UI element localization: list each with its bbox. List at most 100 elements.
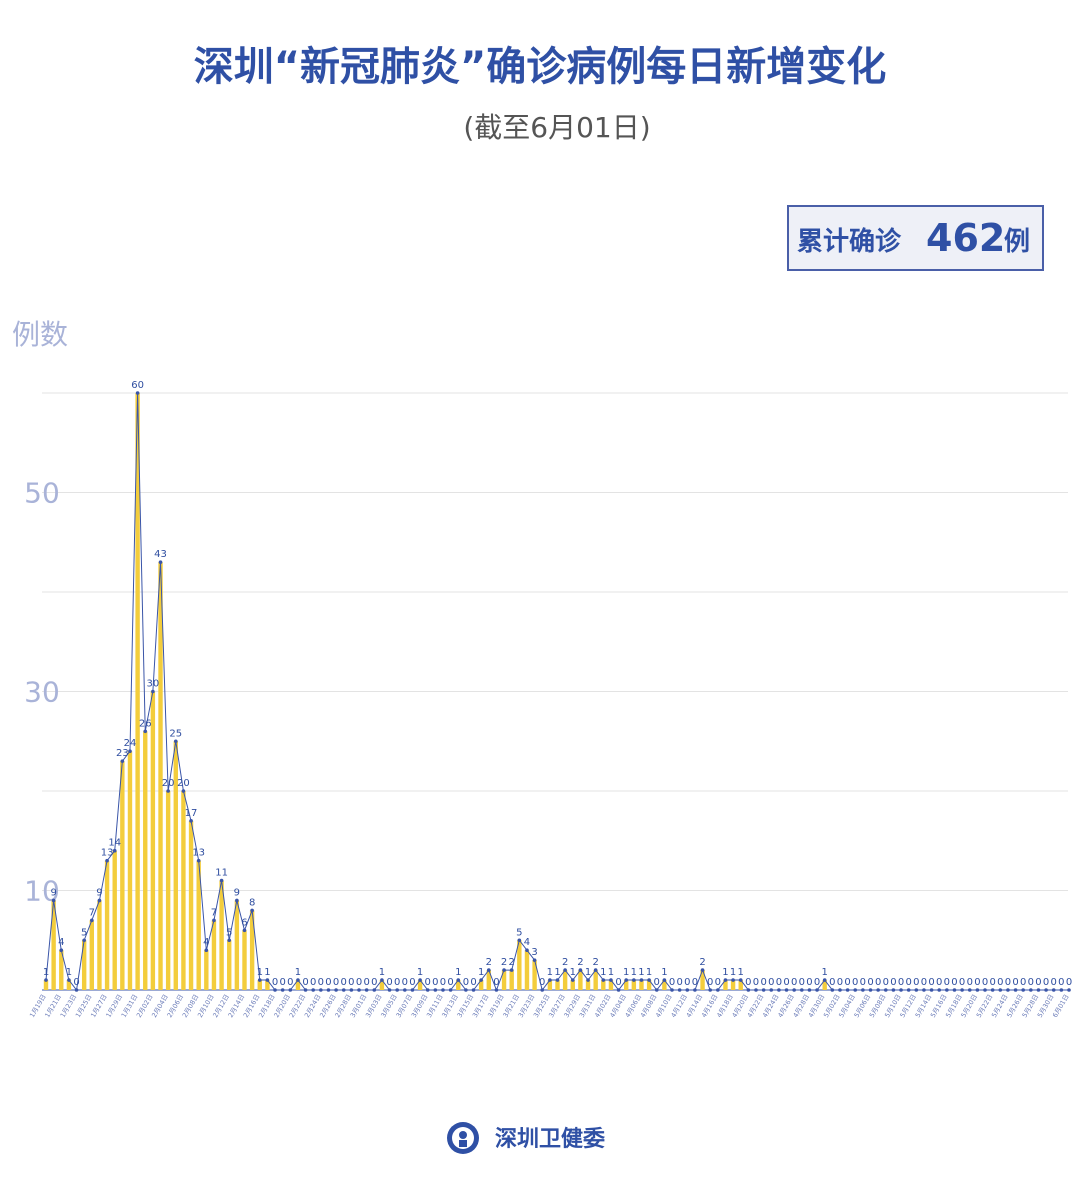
bar [104, 860, 110, 990]
bar [738, 980, 743, 990]
bar [593, 970, 598, 990]
data-label: 2 [501, 957, 507, 968]
data-label: 20 [177, 778, 190, 789]
data-label: 2 [577, 957, 583, 968]
point [74, 988, 79, 992]
bar [196, 860, 201, 990]
data-label: 1 [43, 967, 49, 978]
data-label: 43 [154, 549, 167, 560]
bar [265, 980, 270, 990]
data-label: 4 [58, 937, 64, 948]
point [685, 988, 690, 992]
bar [127, 751, 133, 990]
data-label: 1 [417, 967, 423, 978]
point [112, 848, 117, 853]
point [670, 988, 674, 992]
data-label: 1 [570, 967, 576, 978]
data-label: 0 [928, 977, 934, 988]
data-label: 0 [333, 977, 339, 988]
data-label: 0 [921, 977, 927, 988]
point [151, 689, 155, 694]
point [616, 988, 621, 992]
bar [486, 970, 491, 990]
data-label: 0 [989, 977, 995, 988]
data-label: 0 [684, 977, 690, 988]
data-label: 0 [829, 977, 835, 988]
point [441, 988, 445, 992]
bar [227, 940, 232, 990]
data-label: 0 [669, 977, 675, 988]
point [1006, 988, 1010, 992]
data-label: 1 [722, 967, 728, 978]
data-label: 1 [585, 967, 591, 978]
bar [646, 980, 652, 990]
point [105, 858, 109, 863]
data-label: 0 [905, 977, 911, 988]
point [517, 938, 522, 943]
bar [219, 880, 224, 990]
data-label: 1 [661, 967, 667, 978]
bar [608, 980, 614, 990]
data-label: 0 [768, 977, 774, 988]
bars [43, 393, 827, 990]
point [280, 988, 285, 992]
point [815, 988, 819, 992]
data-label: 0 [676, 977, 682, 988]
point [479, 978, 483, 982]
point [410, 988, 415, 992]
bar [188, 820, 194, 990]
point [227, 938, 232, 943]
bar [662, 980, 667, 990]
point [212, 918, 216, 923]
data-label: 1 [257, 967, 263, 978]
point [219, 878, 224, 883]
point [799, 988, 804, 992]
point [120, 759, 125, 763]
point [570, 978, 575, 982]
point [754, 988, 758, 992]
point [464, 988, 468, 992]
point [97, 898, 102, 903]
data-label: 0 [1058, 977, 1064, 988]
point [509, 968, 514, 972]
point [746, 988, 751, 992]
point [945, 988, 949, 992]
data-label: 0 [409, 977, 415, 988]
data-label: 1 [66, 967, 72, 978]
bar [379, 980, 385, 990]
point [555, 978, 560, 982]
point [1036, 988, 1041, 992]
bar [211, 920, 217, 990]
point [143, 729, 148, 734]
point [601, 978, 606, 982]
point [273, 988, 277, 992]
bar [89, 920, 95, 990]
data-label: 2 [592, 957, 598, 968]
data-label: 0 [860, 977, 866, 988]
point [44, 978, 48, 982]
point [738, 978, 743, 982]
data-label: 0 [783, 977, 789, 988]
point [792, 988, 796, 992]
data-label: 0 [402, 977, 408, 988]
bar [601, 980, 606, 990]
point [693, 988, 697, 992]
source: 深圳卫健委 [495, 1126, 605, 1152]
point [90, 918, 94, 923]
point [486, 968, 491, 972]
point [731, 978, 735, 982]
point [471, 988, 476, 992]
data-label: 0 [806, 977, 812, 988]
point [204, 948, 209, 952]
point [929, 988, 934, 992]
point [265, 978, 270, 982]
point [563, 968, 567, 972]
bar [639, 980, 644, 990]
point [624, 978, 629, 982]
point [1021, 988, 1025, 992]
point [723, 978, 728, 982]
data-label: 13 [192, 848, 205, 859]
point [769, 988, 774, 992]
data-label: 17 [185, 808, 198, 819]
data-label: 0 [463, 977, 469, 988]
